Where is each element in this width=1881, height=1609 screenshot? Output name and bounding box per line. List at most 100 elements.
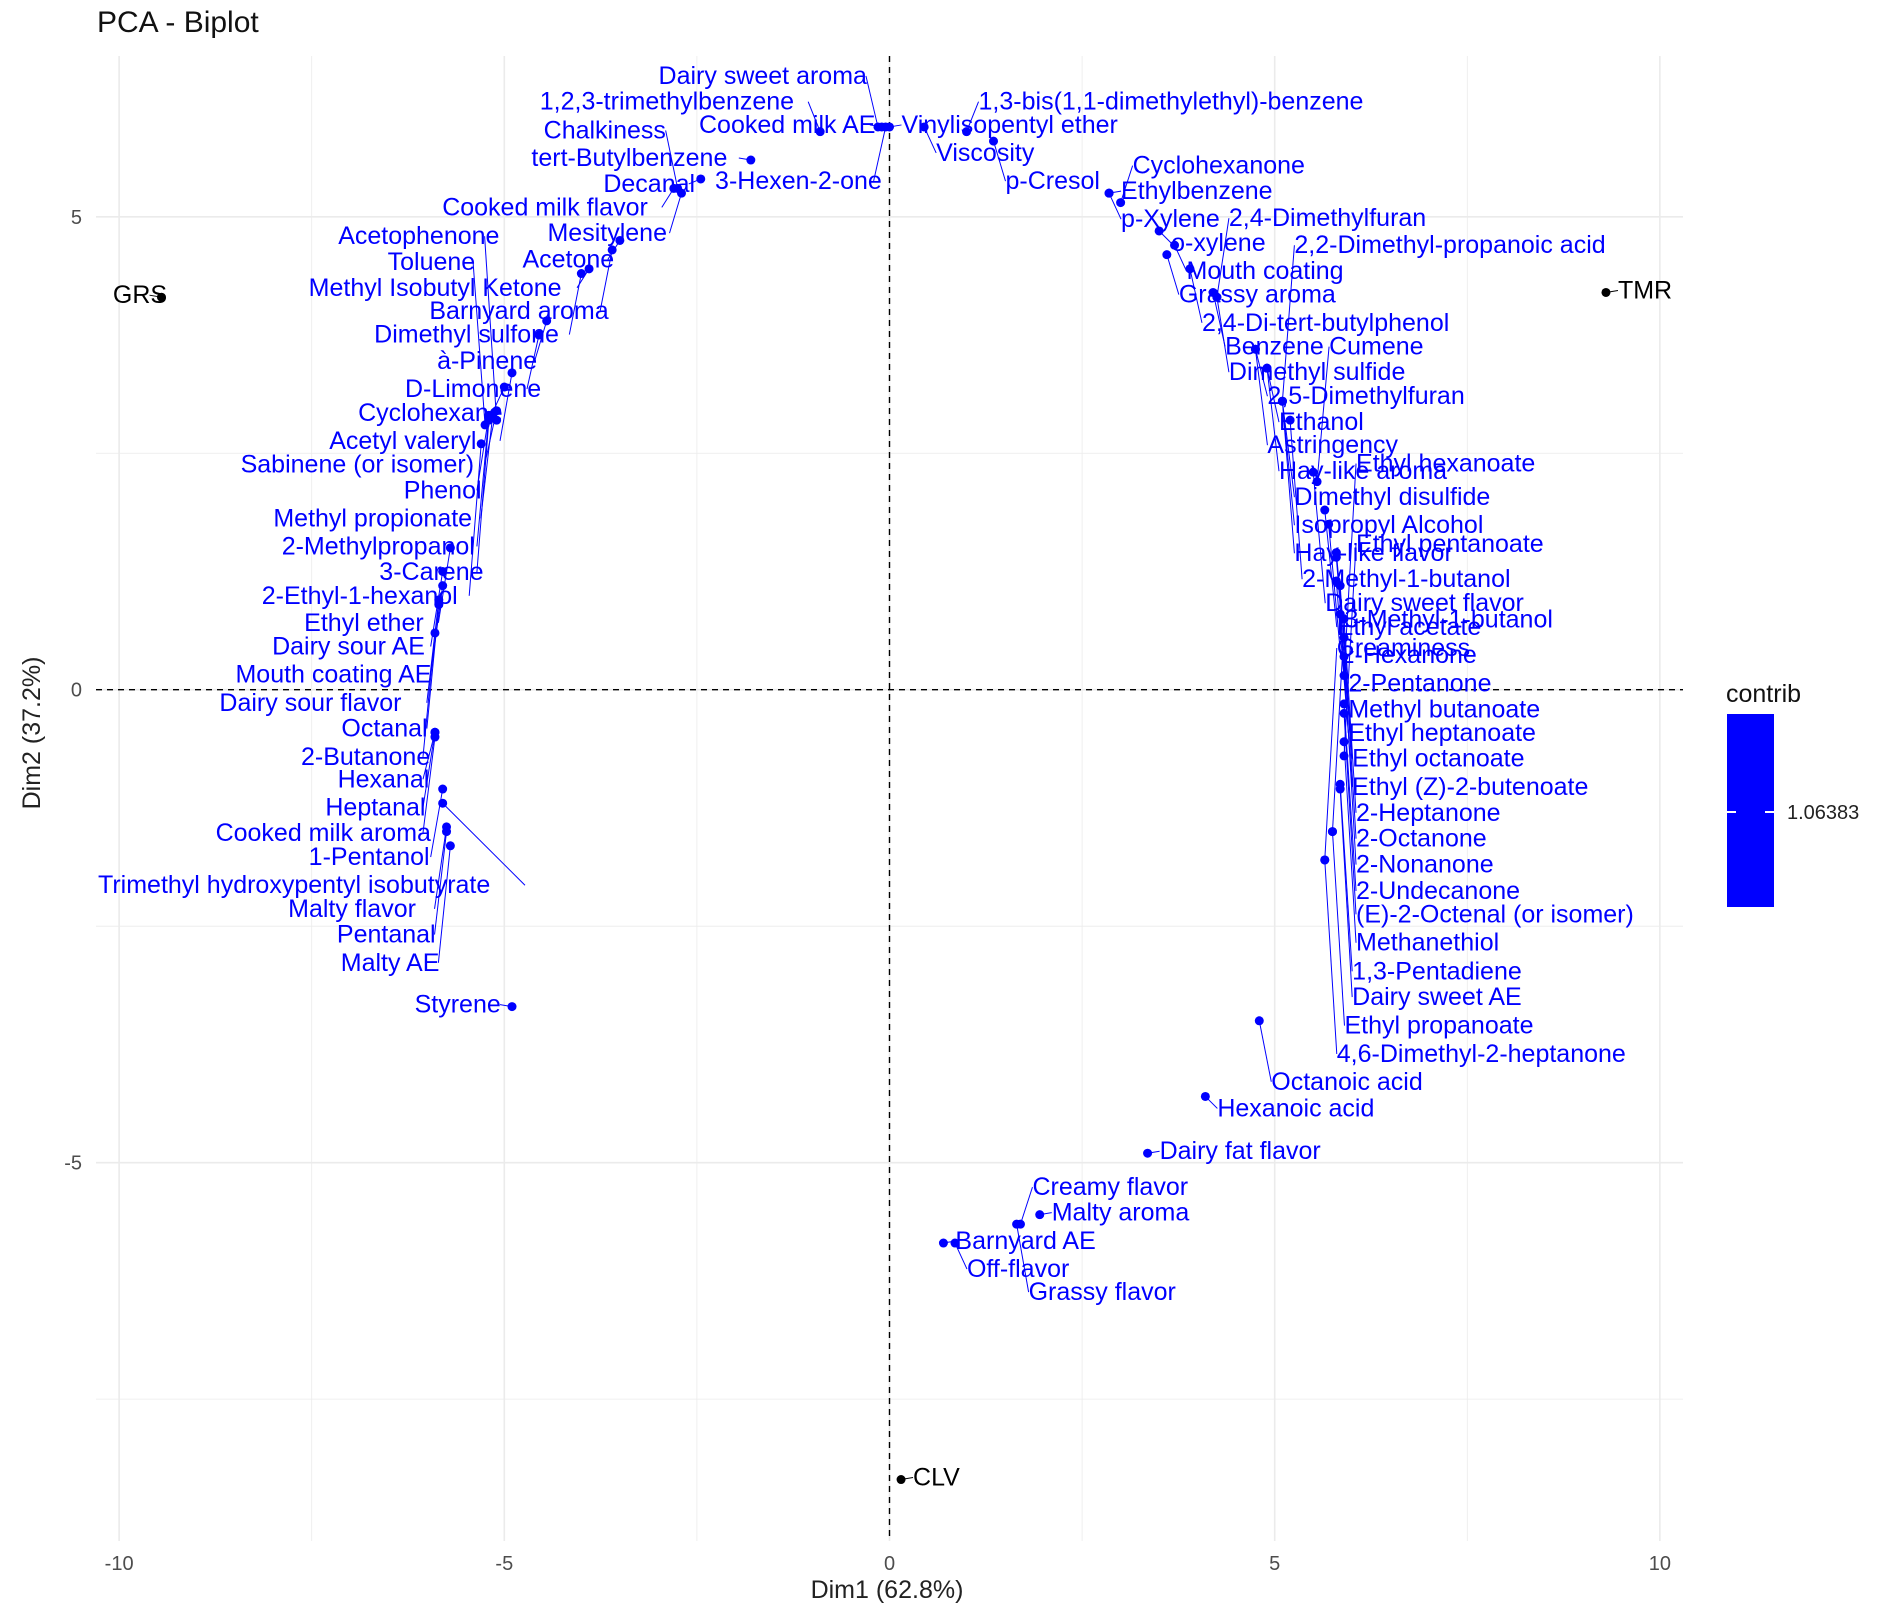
variable-leader-line <box>1343 741 1357 943</box>
variable-label: Cyclohexanone <box>1133 152 1305 180</box>
variable-leader-line <box>1189 268 1203 323</box>
variable-label: 3-Methyl-1-butanol <box>1344 606 1552 634</box>
variable-label: 2-Nonanone <box>1356 851 1494 879</box>
variable-label: Barnyard aroma <box>429 297 608 325</box>
y-axis-title: Dim2 (37.2%) <box>18 657 46 810</box>
variable-label: Vinylisopentyl ether <box>902 111 1118 139</box>
variable-label: Cooked milk flavor <box>442 193 648 221</box>
variable-leader-line <box>1205 1096 1218 1109</box>
variable-label: Dimethyl sulfone <box>374 321 559 349</box>
variable-leader-line <box>1108 190 1122 194</box>
variable-label: Methyl propionate <box>273 504 472 532</box>
x-tick-label: 5 <box>1269 1553 1280 1575</box>
variable-label: (E)-2-Octenal (or isomer) <box>1356 900 1634 928</box>
variable-leader-line <box>1266 368 1280 472</box>
variable-label: 1-Pentanol <box>309 843 430 871</box>
variable-label: Ethyl acetate <box>1337 613 1482 641</box>
variable-leader-line <box>499 372 513 441</box>
variable-label: 2-Butanone <box>301 743 430 771</box>
variable-label: 2-Pentanone <box>1348 670 1491 698</box>
reference-lines <box>96 56 1683 1541</box>
variable-label: Dairy sweet AE <box>1352 983 1522 1011</box>
variable-leader-line <box>1108 192 1122 220</box>
variable-label: Methyl Isobutyl Ketone <box>309 274 562 302</box>
variable-leader-line <box>437 547 451 623</box>
variable-leader-line <box>437 845 451 963</box>
y-tick-label: 0 <box>71 680 82 702</box>
variable-leader-line <box>993 140 1006 182</box>
variable-label: à-Pinene <box>437 347 537 375</box>
point-labels: GRS TMR CLV tert-Butylbenzene Cooked milk AE… <box>98 62 1672 1492</box>
variable-label: 2,4-Di-tert-butylphenol <box>1202 309 1449 337</box>
variable-label: Hexanal <box>338 765 430 793</box>
variable-leader-line <box>869 124 882 128</box>
variable-leader-line <box>484 236 498 421</box>
variable-label: Dairy sour flavor <box>219 689 401 717</box>
variable-label: 2,4-Dimethylfuran <box>1229 204 1426 232</box>
variable-leader-line <box>1343 463 1357 676</box>
variable-leader-line <box>954 1242 968 1270</box>
variable-label: Ethyl hexanoate <box>1356 450 1535 478</box>
variable-label: Phenol <box>404 476 482 504</box>
variable-leader-line <box>889 124 902 128</box>
variable-leader-line <box>568 273 582 335</box>
x-tick-label: 0 <box>884 1553 895 1575</box>
variable-label: 2,2-Dimethyl-propanoic acid <box>1294 231 1605 259</box>
variable-label: Ethylbenzene <box>1121 177 1273 205</box>
variable-label: Creamy flavor <box>1032 1173 1188 1201</box>
variable-leader-line <box>430 571 444 647</box>
variable-label: 3-Carene <box>379 558 483 586</box>
variable-leader-line <box>1343 637 1357 839</box>
variable-leader-line <box>738 157 751 161</box>
variable-leader-line <box>1166 254 1180 295</box>
variable-leader-line <box>1258 1020 1272 1082</box>
variable-label: Viscosity <box>936 139 1035 167</box>
variable-leader-line <box>607 240 621 260</box>
variable-leader-line <box>442 802 526 886</box>
variable-label: Cooked milk AE <box>699 111 875 139</box>
individual-leader-line <box>149 294 162 298</box>
variable-label: 3-Hexen-2-one <box>715 167 882 195</box>
variable-leader-line <box>430 788 444 858</box>
variable-leader-line <box>1016 1224 1030 1293</box>
variable-leader-line <box>468 443 482 596</box>
legend-colorbar <box>1727 714 1774 907</box>
variable-label: Malty AE <box>341 949 440 977</box>
variable-leader-line <box>1254 349 1268 397</box>
variable-label: Creaminess <box>1337 634 1470 662</box>
variable-leader-line <box>665 130 679 189</box>
variable-leader-line <box>1343 656 1357 865</box>
variable-label: Mesitylene <box>547 219 667 247</box>
variable-label: Grassy aroma <box>1179 281 1336 309</box>
variable-label: Grassy flavor <box>1029 1278 1176 1306</box>
variable-label: Methyl butanoate <box>1348 695 1540 723</box>
variable-leader-line <box>1316 346 1330 482</box>
variable-label: Ethyl octanoate <box>1352 745 1524 773</box>
variable-leader-line <box>1324 647 1338 861</box>
variable-label: Barnyard AE <box>955 1227 1095 1255</box>
variable-leader-line <box>422 736 436 834</box>
variable-leader-line <box>476 415 490 547</box>
variable-leader-line <box>923 126 937 154</box>
variable-label: 2-Methylpropanol <box>282 532 475 560</box>
variable-leader-line <box>865 75 879 128</box>
variable-label: Ethyl propanoate <box>1344 1012 1533 1040</box>
variable-label: p-Cresol <box>1006 167 1100 195</box>
individual-label: TMR <box>1618 276 1672 304</box>
variable-leader-line <box>1158 230 1172 244</box>
variable-label: Malty aroma <box>1052 1199 1190 1227</box>
variable-leader-line <box>966 101 980 132</box>
variable-label: Pentanal <box>337 921 436 949</box>
variable-label: o-xylene <box>1171 229 1266 257</box>
variable-leader-line <box>669 193 682 234</box>
x-tick-label: -10 <box>105 1553 134 1575</box>
variable-leader-line <box>688 178 701 185</box>
variable-leader-line <box>1174 244 1187 272</box>
variable-label: Dimethyl disulfide <box>1294 483 1490 511</box>
variable-leader-line <box>1343 703 1357 891</box>
variable-label: Cumene <box>1329 333 1424 361</box>
variable-leader-line <box>1019 1186 1033 1225</box>
variable-label: Acetyl valeryl <box>329 427 476 455</box>
legend-value-label: 1.06383 <box>1787 802 1859 824</box>
